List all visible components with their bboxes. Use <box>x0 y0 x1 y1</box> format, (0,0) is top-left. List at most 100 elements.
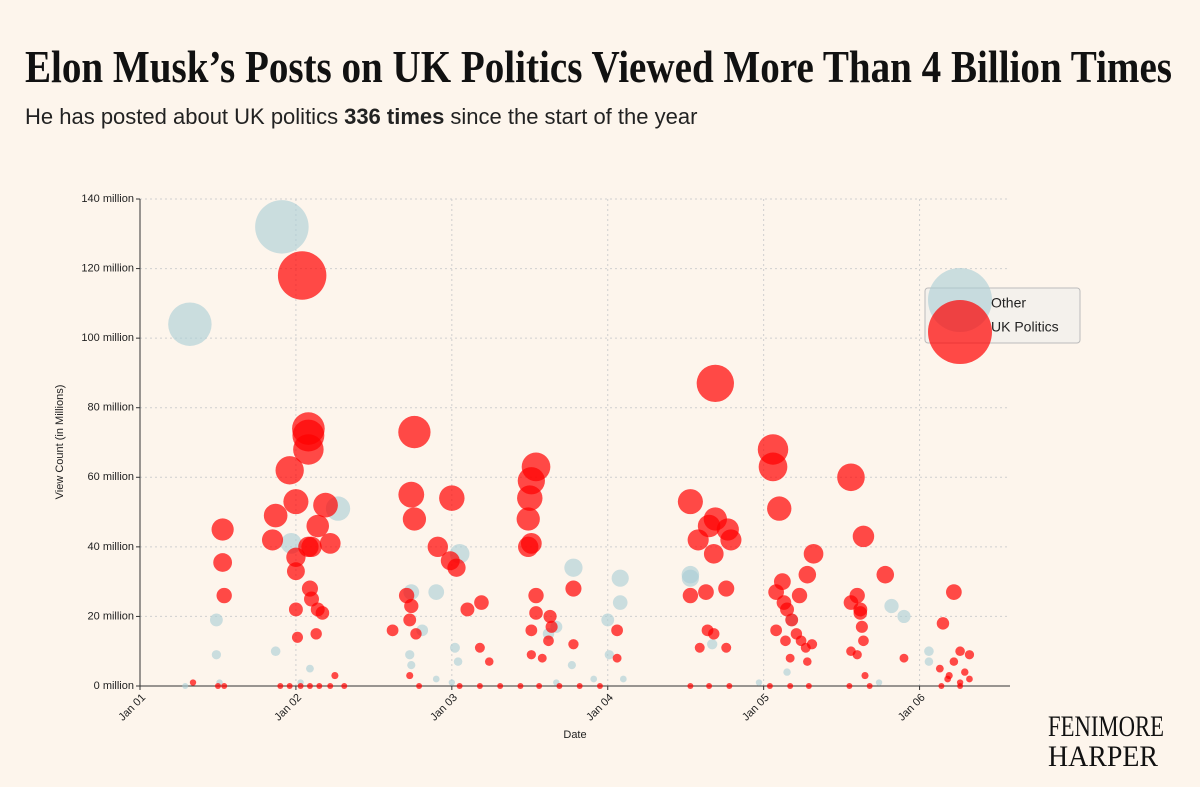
bubble <box>567 661 576 670</box>
bubble <box>209 613 223 627</box>
bubble <box>460 602 475 617</box>
bubble <box>766 683 773 689</box>
bubble <box>758 452 788 482</box>
bubble <box>924 657 934 666</box>
bubble <box>924 646 934 657</box>
bubble <box>706 683 713 689</box>
bubble <box>283 489 309 515</box>
bubble <box>899 653 909 663</box>
bubble <box>576 683 583 689</box>
bubble <box>875 679 883 686</box>
bubble <box>866 683 873 689</box>
bubble <box>944 675 951 683</box>
bubble <box>476 683 483 689</box>
bubble <box>961 668 969 676</box>
bubble <box>726 683 733 689</box>
legend-label: UK Politics <box>991 319 1059 335</box>
bubble <box>803 543 824 564</box>
bubble <box>291 631 303 643</box>
bubble <box>168 302 212 346</box>
y-axis-title: View Count (in Millions) <box>54 385 66 500</box>
bubble <box>543 635 554 647</box>
bubble <box>286 547 306 567</box>
bubble <box>806 639 818 650</box>
bubble <box>428 584 445 600</box>
bubble <box>858 635 869 647</box>
bubble <box>529 606 543 620</box>
bubble <box>327 683 334 689</box>
bubble <box>517 485 543 511</box>
bubble <box>331 672 339 680</box>
bubble <box>612 653 622 663</box>
bubble <box>306 514 330 538</box>
bubble <box>536 683 543 689</box>
bubble <box>404 598 419 614</box>
y-tick-label: 120 million <box>81 262 134 274</box>
bubble <box>427 536 448 558</box>
bubble <box>565 580 582 597</box>
bubble <box>849 587 865 604</box>
bubble <box>448 679 456 686</box>
bubble <box>852 525 875 548</box>
bubble <box>545 620 558 633</box>
bubble <box>405 650 415 660</box>
bubble <box>216 587 232 604</box>
y-tick-label: 100 million <box>81 332 134 344</box>
bubble <box>528 587 544 604</box>
bubble <box>407 661 416 670</box>
bubble <box>783 668 791 676</box>
bubble <box>855 620 868 633</box>
subtitle-highlight: 336 times <box>344 104 444 129</box>
bubble <box>221 683 228 689</box>
bubble <box>776 595 792 610</box>
bubble <box>798 565 817 584</box>
bubble <box>787 683 794 689</box>
bubble <box>341 683 348 689</box>
bubble <box>694 642 705 653</box>
bubble <box>286 562 305 581</box>
y-tick-label: 80 million <box>88 402 134 414</box>
bubble <box>791 587 808 604</box>
bubble <box>517 683 524 689</box>
bubble <box>556 683 563 689</box>
bubble <box>398 481 425 508</box>
bubble <box>805 683 812 689</box>
bubble <box>611 569 629 587</box>
bubble <box>319 532 341 554</box>
bubble <box>708 628 720 640</box>
chart-title: Elon Musk’s Posts on UK Politics Viewed … <box>25 41 1172 92</box>
bubble <box>255 200 309 254</box>
bubble <box>837 463 865 492</box>
bubble <box>949 657 959 666</box>
bubble <box>211 650 222 660</box>
bubble <box>604 650 614 660</box>
bubble <box>261 529 284 551</box>
bubble <box>681 565 700 584</box>
chart-subtitle: He has posted about UK politics 336 times… <box>25 104 697 129</box>
bubble <box>214 683 221 689</box>
bubble <box>525 624 538 637</box>
bubble <box>946 584 962 600</box>
bubble <box>780 635 791 647</box>
bubble <box>449 642 460 653</box>
y-tick-label: 0 million <box>94 680 134 692</box>
bubble <box>687 683 694 689</box>
x-axis-title: Date <box>563 729 586 741</box>
bubble <box>698 584 714 600</box>
bubble <box>852 650 862 660</box>
bubble <box>410 628 422 640</box>
bubble <box>313 492 338 518</box>
bubble <box>601 613 615 627</box>
bubble <box>876 565 895 584</box>
bubble <box>277 251 327 300</box>
logo-line: FENIMORE <box>1048 710 1164 743</box>
bubble <box>286 683 293 689</box>
logo-line: HARPER <box>1048 740 1158 773</box>
bubble <box>453 657 463 666</box>
bubble <box>288 602 303 617</box>
bubble <box>619 675 627 683</box>
bubble <box>213 553 233 572</box>
bubble <box>677 489 703 515</box>
bubble <box>773 573 791 591</box>
